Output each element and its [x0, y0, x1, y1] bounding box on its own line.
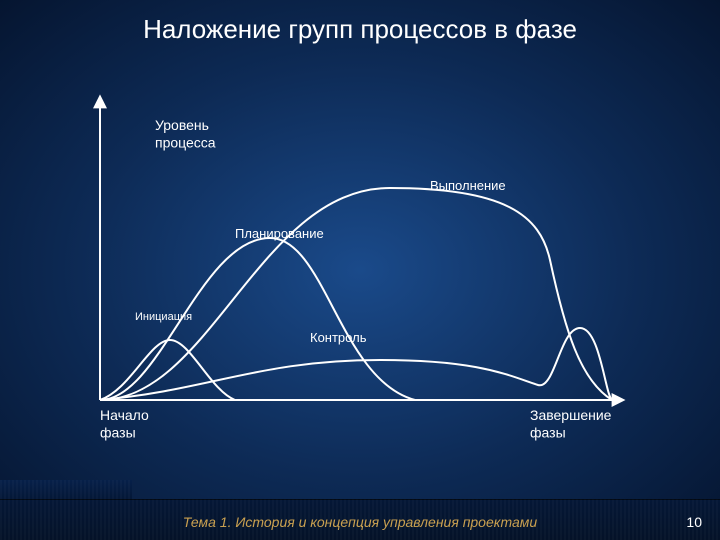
- page-number: 10: [686, 514, 702, 530]
- process-overlap-chart: ИнициацияПланированиеВыполнениеКонтрольУ…: [60, 80, 660, 440]
- chart-svg: ИнициацияПланированиеВыполнениеКонтрольУ…: [60, 80, 660, 440]
- curve-label-Планирование: Планирование: [235, 226, 324, 241]
- footer-bar: Тема 1. История и концепция управления п…: [0, 499, 720, 540]
- footer-text: Тема 1. История и концепция управления п…: [0, 514, 720, 530]
- footer-tab-decoration: [0, 480, 132, 500]
- curve-Выполнение: [100, 188, 612, 400]
- slide-title: Наложение групп процессов в фазе: [0, 14, 720, 45]
- x-axis-start-label: Началофазы: [100, 407, 149, 441]
- x-axis-end-label: Завершениефазы: [530, 407, 612, 441]
- curve-label-Контроль: Контроль: [310, 330, 367, 345]
- y-axis-label: Уровеньпроцесса: [155, 117, 216, 151]
- curve-label-Выполнение: Выполнение: [430, 178, 506, 193]
- slide: Наложение групп процессов в фазе Инициац…: [0, 0, 720, 540]
